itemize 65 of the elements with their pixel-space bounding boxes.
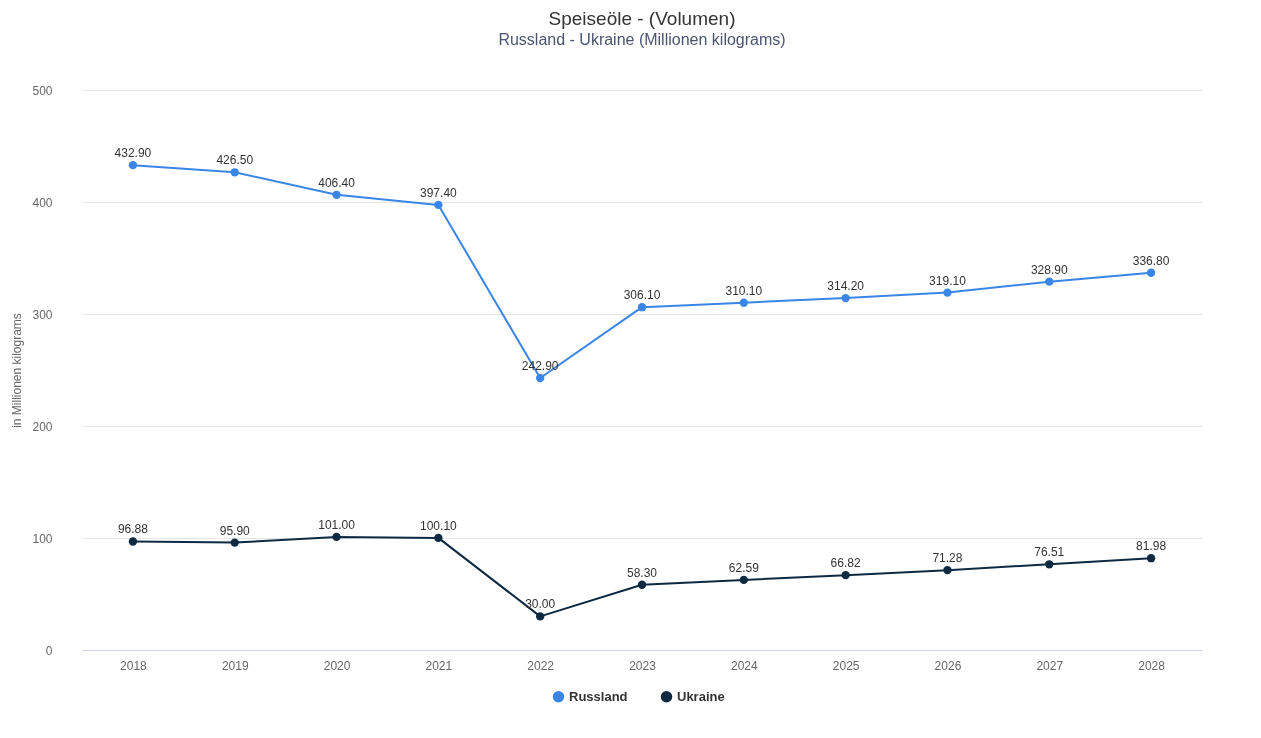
- point: [943, 565, 952, 575]
- x-tick-label: 2027: [1036, 658, 1064, 673]
- x-tick-label: 2021: [425, 658, 453, 673]
- data-label: 66.82: [830, 556, 861, 571]
- point: [128, 537, 138, 546]
- point: [434, 533, 443, 543]
- y-tick-label: 500: [32, 83, 53, 98]
- data-label: 328.90: [1030, 262, 1068, 277]
- point: [841, 570, 850, 580]
- chart-subtitle: Russland - Ukraine (Millionen kilograms): [498, 31, 786, 48]
- point: [434, 200, 443, 210]
- data-label: 71.28: [932, 551, 963, 566]
- point: [1045, 560, 1054, 569]
- y-tick-label: 400: [32, 195, 53, 210]
- point: [230, 538, 239, 547]
- y-tick-label: 100: [32, 531, 53, 546]
- data-label: 100.10: [420, 518, 458, 533]
- x-tick-label: 2018: [120, 658, 148, 673]
- x-tick-label: 2025: [832, 658, 860, 673]
- x-tick-label: 2022: [527, 658, 555, 673]
- point: [739, 298, 748, 307]
- point: [536, 612, 545, 621]
- data-label: 314.20: [827, 279, 865, 294]
- point: [841, 293, 850, 303]
- data-label: 336.80: [1132, 253, 1170, 268]
- point: [230, 168, 239, 177]
- data-label: 96.88: [117, 522, 149, 537]
- point: [128, 160, 138, 170]
- point: [943, 288, 952, 297]
- x-tick-label: 2019: [221, 658, 249, 673]
- data-label: 406.40: [318, 175, 356, 190]
- point: [332, 190, 341, 200]
- y-tick-label: 200: [32, 419, 53, 434]
- y-tick-label: 300: [32, 307, 53, 322]
- x-tick-label: 2026: [934, 658, 962, 673]
- data-label: 432.90: [114, 146, 152, 161]
- data-label: 62.59: [728, 560, 760, 575]
- point: [1146, 554, 1156, 563]
- y-axis-title: in Millionen kilograms: [10, 313, 25, 428]
- point: [536, 373, 545, 383]
- point: [637, 580, 647, 589]
- data-label: 58.30: [626, 565, 658, 580]
- data-label: 426.50: [216, 153, 254, 168]
- data-label: 319.10: [929, 273, 967, 288]
- data-label: 76.51: [1034, 545, 1065, 560]
- data-label: 397.40: [420, 185, 458, 200]
- y-tick-label: 0: [45, 643, 53, 658]
- data-label: 306.10: [623, 288, 661, 303]
- data-label: 101.00: [318, 517, 356, 532]
- data-label: 30.00: [525, 597, 556, 612]
- data-label: 310.10: [725, 283, 763, 298]
- chart-title: Speiseöle - (Volumen): [548, 8, 736, 29]
- point: [1146, 268, 1156, 277]
- legend-label: Russland: [569, 688, 628, 704]
- legend-label: Ukraine: [677, 688, 725, 704]
- x-tick-label: 2020: [323, 658, 351, 673]
- x-tick-label: 2023: [629, 658, 657, 673]
- data-label: 81.98: [1136, 539, 1167, 554]
- point: [739, 575, 748, 585]
- x-tick-label: 2028: [1138, 658, 1166, 673]
- point: [332, 532, 341, 542]
- data-label: 95.90: [219, 523, 251, 538]
- x-tick-label: 2024: [730, 658, 758, 673]
- point: [1045, 277, 1054, 286]
- point: [637, 302, 647, 312]
